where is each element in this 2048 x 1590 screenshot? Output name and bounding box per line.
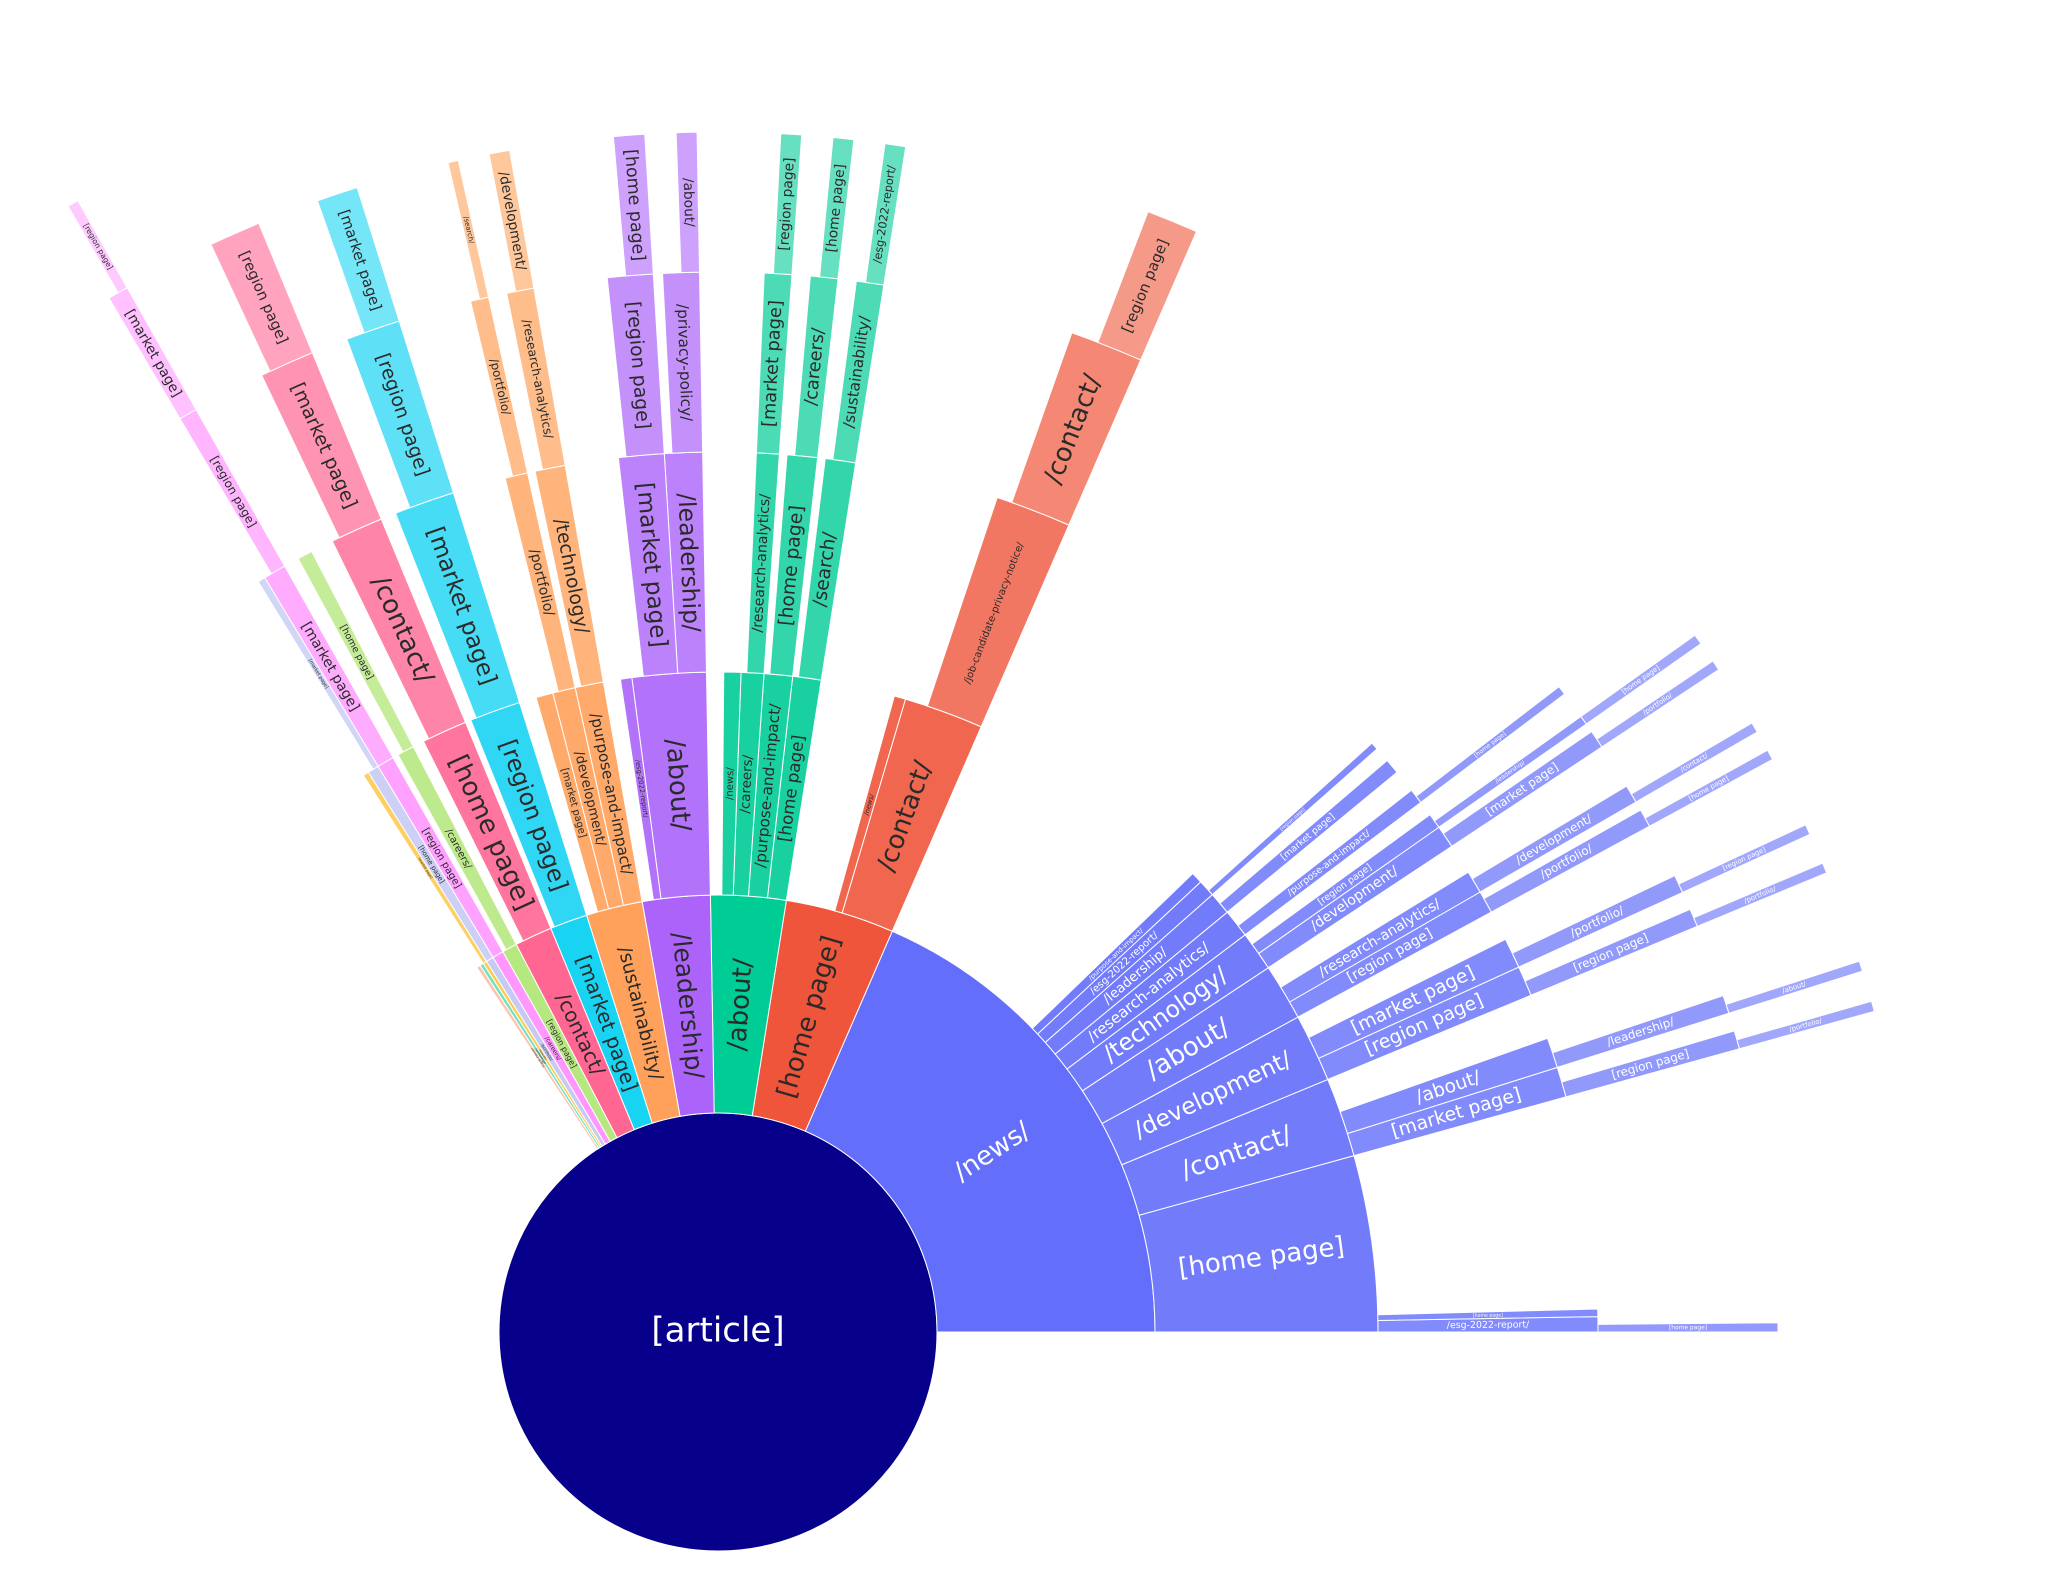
sunburst-segment [612, 133, 654, 277]
segment-label: /careers/ [738, 754, 756, 814]
segment-label-group: /portfolio/ [1743, 885, 1778, 906]
segment-label: [region page] [1721, 845, 1767, 872]
sunburst-segment [721, 671, 742, 896]
segment-label: /research-analytics/ [750, 493, 774, 633]
sunburst-segment [316, 186, 400, 334]
sunburst-segment [864, 143, 907, 286]
segment-label-group: /careers/ [738, 754, 756, 814]
sunburst-segment [1596, 660, 1720, 748]
sunburst-segment [476, 964, 600, 1151]
segment-label-group: [region page] [776, 157, 798, 251]
segment-label: [home page] [1620, 664, 1661, 696]
segment-label: [market page] [121, 307, 184, 400]
segment-label-group: /leadership/ [673, 493, 706, 633]
segment-label: /portfolio/ [1641, 691, 1674, 717]
segment-label-group: [home page] [1473, 731, 1508, 760]
segment-label: /search/ [538, 1048, 548, 1061]
segment-label-group: [home page] [1669, 1324, 1707, 1331]
segment-label-group: [region page] [1721, 845, 1767, 872]
segment-label-group: /privacy-policy/ [674, 304, 696, 423]
segment-label-group: /sustainability/ [840, 314, 874, 429]
segment-label-group: /esg-2022-report/ [871, 164, 899, 264]
sunburst-segment [1097, 211, 1198, 361]
sunburst-segment [772, 133, 803, 276]
sunburst-segment [1207, 742, 1378, 896]
segment-label: /portfolio/ [526, 547, 557, 618]
segment-label-group: /portfolio/ [487, 357, 514, 416]
segment-label-group: [market page] [298, 619, 363, 714]
sunburst-segment [1031, 872, 1202, 1035]
segment-label: [region page] [1279, 807, 1307, 833]
segment-label: /esg-2022-report/ [1447, 1319, 1530, 1331]
segment-label: /about/ [680, 178, 697, 228]
sunburst-segment [257, 577, 379, 770]
sunburst-segment [297, 550, 414, 753]
segment-label: [home page] [1473, 731, 1508, 760]
segment-label: /portfolio/ [1788, 1017, 1823, 1034]
sunburst-segment [1219, 759, 1398, 913]
sunburst-segment [1678, 824, 1811, 894]
sunburst-segment [535, 692, 610, 913]
sunburst-segment [1597, 1322, 1779, 1333]
sunburst-segment [675, 131, 701, 274]
segment-label: /about/ [659, 738, 696, 833]
segment-label-group: [market page] [121, 307, 184, 400]
segment-label-group: /leadership/ [1605, 1014, 1676, 1049]
sunburst-segment [819, 136, 855, 280]
sunburst-segment [619, 677, 662, 901]
sunburst-segment [1693, 862, 1828, 928]
sunburst-segment [1644, 749, 1774, 827]
root-label: [article] [651, 1311, 784, 1351]
segment-label-group: /esg-2022-report/ [1447, 1319, 1530, 1331]
segment-label-group: /contact/ [1679, 751, 1710, 774]
sunburst-segment [67, 199, 128, 294]
segment-label: /development/ [495, 170, 529, 272]
segment-label: /about/ [722, 957, 758, 1052]
sunburst-segment [447, 159, 490, 300]
segment-label: [region page] [81, 222, 114, 271]
sunburst-segment [1377, 1308, 1599, 1321]
segment-label-group: /about/ [659, 738, 696, 833]
segment-label-group: [region page] [207, 454, 259, 530]
segment-label-group: [home page] [1620, 664, 1661, 696]
sunburst-segment [1630, 722, 1758, 803]
segment-label: [region page] [207, 454, 259, 530]
segment-label-group: [home page] [1473, 1312, 1503, 1319]
sunburst-segment [834, 695, 907, 914]
segment-label: [home page] [1473, 1312, 1503, 1319]
segment-label-group: /research-analytics/ [750, 493, 774, 633]
segment-label-group: /development/ [495, 170, 529, 272]
sunburst-segment [488, 149, 535, 293]
sunburst-segment [1415, 686, 1566, 804]
segment-label-group: /about/ [1781, 980, 1807, 995]
segment-label: /news/ [725, 767, 737, 801]
segment-label: /leadership/ [673, 493, 706, 633]
segment-label-group: [region page] [81, 222, 114, 271]
segment-label: [home page] [1669, 1324, 1707, 1331]
sunburst-segment [1725, 960, 1864, 1014]
segment-label-group: /news/ [725, 767, 737, 801]
segment-label: [region page] [776, 157, 798, 251]
sunburst-segment [1736, 1000, 1875, 1050]
segment-label-group: [home page] [1687, 774, 1730, 802]
segment-label-group: /search/ [538, 1048, 548, 1061]
sunburst-segment [210, 222, 314, 372]
segment-label-group: /about/ [680, 178, 697, 228]
segment-label-group: /portfolio/ [1641, 691, 1674, 717]
sunburst-segment [1580, 634, 1702, 725]
segment-label: /privacy-policy/ [674, 304, 696, 423]
segment-label-group: /about/ [722, 957, 758, 1052]
segment-label-group: [region page] [1279, 807, 1307, 833]
segment-label: [home page] [1687, 774, 1730, 802]
